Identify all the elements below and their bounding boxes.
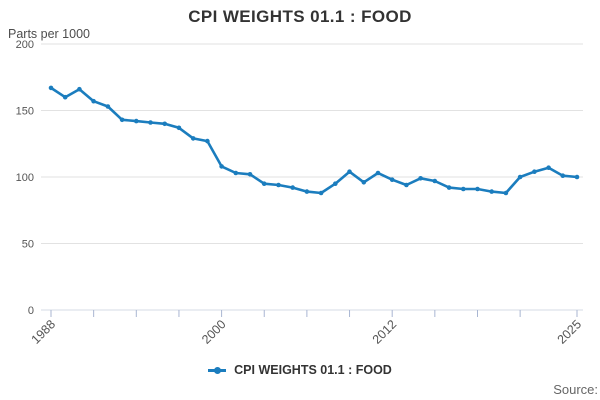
data-point-marker (375, 170, 381, 176)
data-point-marker (418, 176, 423, 181)
data-point-marker (105, 104, 111, 109)
data-point-marker (475, 186, 480, 192)
data-point-marker (290, 185, 296, 190)
data-point-marker (62, 94, 68, 100)
y-axis-tick-label: 100 (16, 172, 34, 184)
data-point-marker (261, 181, 267, 186)
data-point-marker (148, 120, 153, 125)
data-point-marker (404, 182, 409, 188)
data-point-marker (333, 181, 338, 186)
data-point-marker (432, 178, 438, 184)
data-point-marker (219, 164, 224, 169)
data-point-marker (361, 180, 367, 185)
data-point-marker (91, 98, 96, 104)
x-axis-tick-label: 2000 (199, 317, 229, 347)
data-point-marker (517, 174, 523, 180)
data-point-marker (162, 121, 167, 127)
data-point-marker (190, 136, 196, 141)
data-point-marker (532, 169, 537, 174)
data-point-marker (347, 169, 352, 174)
data-point-marker (276, 182, 281, 188)
data-point-marker (77, 86, 82, 92)
x-axis-tick-label: 2025 (555, 317, 585, 347)
series-line (49, 86, 579, 195)
legend-label: CPI WEIGHTS 01.1 : FOOD (234, 363, 392, 377)
y-axis-tick-label: 150 (16, 106, 34, 118)
data-point-marker (489, 189, 495, 194)
data-point-marker (546, 165, 551, 170)
y-axis-tick-label: 0 (28, 305, 34, 317)
data-point-marker (119, 117, 125, 123)
y-axis-tick-label: 50 (22, 239, 34, 251)
data-point-marker (318, 190, 324, 196)
data-point-marker (48, 85, 54, 91)
data-point-marker (503, 190, 509, 196)
page-title: CPI WEIGHTS 01.1 : FOOD (188, 7, 412, 26)
legend-item-cpi-weights-food[interactable]: CPI WEIGHTS 01.1 : FOOD (208, 363, 392, 377)
x-axis-tick-label: 1988 (29, 317, 59, 347)
data-point-marker (304, 189, 310, 194)
legend-line-marker-icon (208, 365, 227, 376)
data-point-marker (389, 177, 395, 182)
data-point-marker (247, 172, 253, 177)
y-axis-tick-label: 200 (16, 39, 34, 51)
data-point-marker (461, 186, 466, 192)
data-point-marker (574, 174, 580, 180)
x-axis-tick-label: 2012 (370, 317, 400, 347)
data-point-marker (560, 173, 566, 178)
source-label: Source: (553, 382, 598, 397)
data-point-marker (134, 118, 139, 124)
y-axis-title: Parts per 1000 (8, 27, 90, 41)
data-point-marker (205, 138, 210, 144)
data-point-marker (233, 170, 239, 176)
data-point-marker (446, 185, 452, 190)
legend: CPI WEIGHTS 01.1 : FOOD (0, 363, 600, 377)
data-point-marker (176, 125, 182, 131)
